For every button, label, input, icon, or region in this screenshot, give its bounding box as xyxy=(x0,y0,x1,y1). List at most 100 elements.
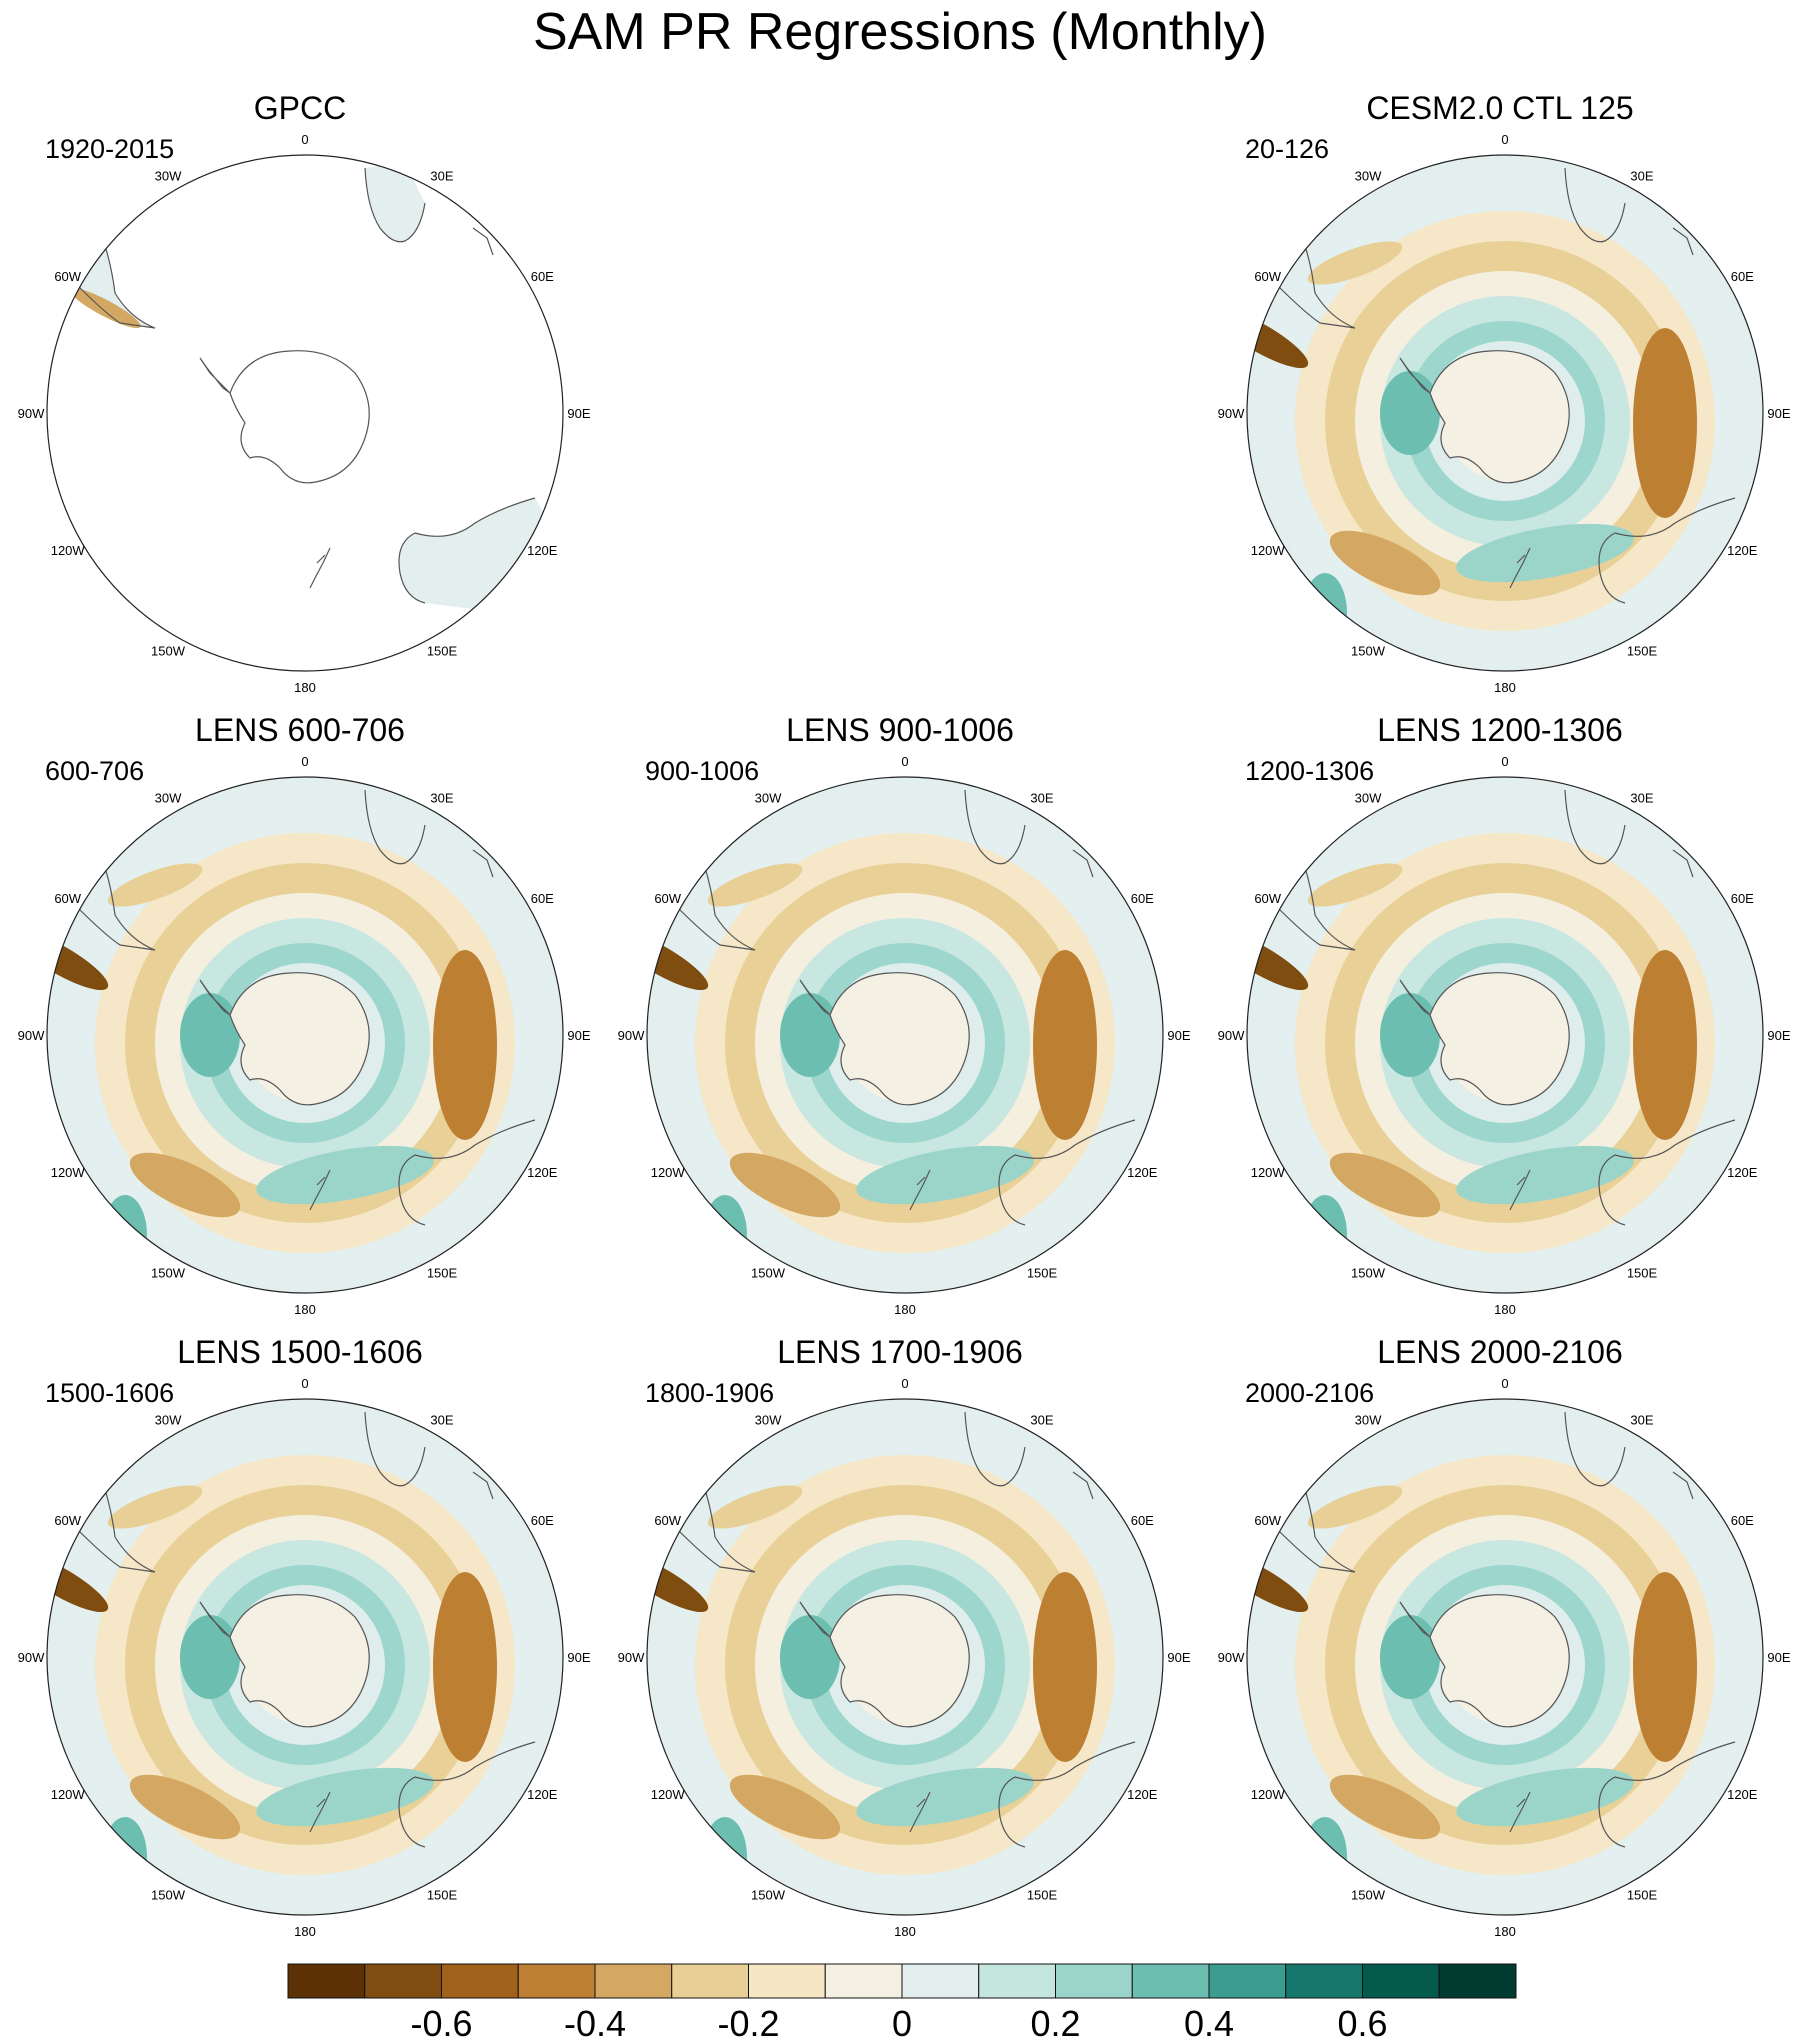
longitude-label: 0 xyxy=(1501,132,1508,147)
antarctica-coastline xyxy=(829,972,970,1106)
antarctica-coastline xyxy=(229,1594,370,1728)
period-label: 1500-1606 xyxy=(45,1378,175,1408)
field-anomaly xyxy=(1247,1551,1309,1613)
longitude-label: 30E xyxy=(430,169,453,184)
map-boundary xyxy=(1246,776,1764,1294)
south-america-coastline xyxy=(74,1461,156,1573)
colorbar-tick-label: -0.6 xyxy=(410,2003,472,2042)
longitude-label: 90W xyxy=(1218,406,1245,421)
longitude-label: 30E xyxy=(1030,1413,1053,1428)
panel-title: LENS 1700-1906 xyxy=(777,1334,1023,1370)
longitude-label: 120E xyxy=(1127,1787,1158,1802)
field-anomaly xyxy=(1307,241,1403,285)
antarctica-coastline xyxy=(229,972,370,1106)
antarctica-coastline xyxy=(1429,1594,1570,1728)
colorbar-swatch xyxy=(1285,1963,1363,1999)
longitude-label: 30W xyxy=(155,1413,182,1428)
longitude-label: 60E xyxy=(1131,1513,1154,1528)
field-anomaly xyxy=(1247,307,1309,369)
field-anomaly xyxy=(707,1485,803,1529)
longitude-label: 60E xyxy=(1731,891,1754,906)
longitude-label: 90E xyxy=(567,406,590,421)
longitude-label: 150W xyxy=(1351,643,1386,658)
longitude-label: 150E xyxy=(427,1887,458,1902)
longitude-label: 90W xyxy=(18,1650,45,1665)
africa-coastline xyxy=(1564,1411,1626,1487)
map-boundary xyxy=(1246,1398,1764,1916)
longitude-label: 150W xyxy=(151,1265,186,1280)
longitude-label: 30W xyxy=(755,1413,782,1428)
longitude-label: 90E xyxy=(567,1650,590,1665)
colorbar-tick-label: 0.6 xyxy=(1337,2003,1387,2042)
map-panel: 0 30E 60E 90E 120E 150E 180 150W 120W 90W 60W 30W GP… xyxy=(0,90,600,710)
longitude-label: 120W xyxy=(1251,543,1286,558)
longitude-label: 120E xyxy=(527,1787,558,1802)
longitude-label: 120W xyxy=(51,1787,86,1802)
colorbar-swatch xyxy=(748,1963,826,1999)
south-america-coastline xyxy=(1274,217,1356,329)
colorbar-swatch xyxy=(594,1963,673,1999)
field-anomaly xyxy=(1633,1572,1697,1762)
field-anomaly xyxy=(707,863,803,907)
map-boundary xyxy=(46,1398,564,1916)
longitude-label: 90W xyxy=(1218,1028,1245,1043)
antarctica-coastline xyxy=(1429,350,1570,484)
panel-title: LENS 1200-1306 xyxy=(1377,712,1623,748)
colorbar-tick-label: -0.4 xyxy=(564,2003,626,2042)
longitude-label: 120W xyxy=(1251,1787,1286,1802)
map-panel: 0 30E 60E 90E 120E 150E 180 150W 120W 90W 60W 30W LE… xyxy=(0,712,600,1332)
colorbar-swatch xyxy=(1362,1963,1440,1999)
colorbar-tick-label: 0.4 xyxy=(1184,2003,1234,2042)
period-label: 20-126 xyxy=(1245,134,1330,164)
colorbar-swatch xyxy=(1438,1963,1517,1999)
field-anomaly xyxy=(1329,1152,1441,1218)
field-anomaly xyxy=(780,993,840,1077)
colorbar-swatch xyxy=(824,1963,903,1999)
longitude-label: 30E xyxy=(1630,1413,1653,1428)
australia-coastline xyxy=(1598,1119,1736,1226)
field-anomaly xyxy=(1307,1485,1403,1529)
new-zealand-coastline xyxy=(309,547,331,589)
longitude-label: 150E xyxy=(1627,1887,1658,1902)
map-boundary xyxy=(646,776,1164,1294)
longitude-label: 150W xyxy=(1351,1887,1386,1902)
colorbar-tick-label: 0.2 xyxy=(1030,2003,1080,2042)
period-label: 1920-2015 xyxy=(45,134,175,164)
field-anomaly xyxy=(433,950,497,1140)
longitude-label: 90E xyxy=(1767,1650,1790,1665)
longitude-label: 180 xyxy=(894,1302,916,1317)
longitude-label: 90E xyxy=(1767,406,1790,421)
longitude-label: 90W xyxy=(1218,1650,1245,1665)
map-panel: 0 30E 60E 90E 120E 150E 180 150W 120W 90W 60W 30W CE… xyxy=(1200,90,1800,710)
longitude-label: 180 xyxy=(894,1924,916,1939)
longitude-label: 0 xyxy=(301,754,308,769)
period-label: 1200-1306 xyxy=(1245,756,1375,786)
new-zealand-coastline xyxy=(309,1169,331,1211)
colorbar-swatch xyxy=(1131,1963,1210,1999)
longitude-label: 90E xyxy=(1167,1650,1190,1665)
longitude-label: 60W xyxy=(654,891,681,906)
longitude-label: 90W xyxy=(618,1650,645,1665)
field-anomaly xyxy=(1380,371,1440,455)
longitude-label: 120W xyxy=(1251,1165,1286,1180)
longitude-label: 120E xyxy=(1727,543,1758,558)
longitude-label: 150W xyxy=(751,1265,786,1280)
new-zealand-coastline xyxy=(1509,547,1531,589)
polar-map: 0 30E 60E 90E 120E 150E 180 150W 120W 90W 60W 30W xyxy=(18,754,591,1317)
antarctica-coastline xyxy=(1429,972,1570,1106)
field-anomaly xyxy=(1380,1615,1440,1699)
africa-coastline xyxy=(964,1411,1026,1487)
figure-title: SAM PR Regressions (Monthly) xyxy=(533,3,1267,61)
polar-map: 0 30E 60E 90E 120E 150E 180 150W 120W 90W 60W 30W xyxy=(1218,754,1791,1317)
colorbar-swatch xyxy=(901,1963,980,1999)
australia-coastline xyxy=(398,1741,536,1848)
longitude-label: 180 xyxy=(294,1302,316,1317)
longitude-label: 30E xyxy=(1030,791,1053,806)
longitude-label: 60E xyxy=(531,891,554,906)
australia-coastline xyxy=(1598,1741,1736,1848)
land-field xyxy=(69,287,141,329)
australia-coastline xyxy=(998,1741,1136,1848)
field-anomaly xyxy=(1329,530,1441,596)
map-panel: 0 30E 60E 90E 120E 150E 180 150W 120W 90W 60W 30W LE… xyxy=(1200,1334,1800,1954)
field-anomaly xyxy=(433,1572,497,1762)
